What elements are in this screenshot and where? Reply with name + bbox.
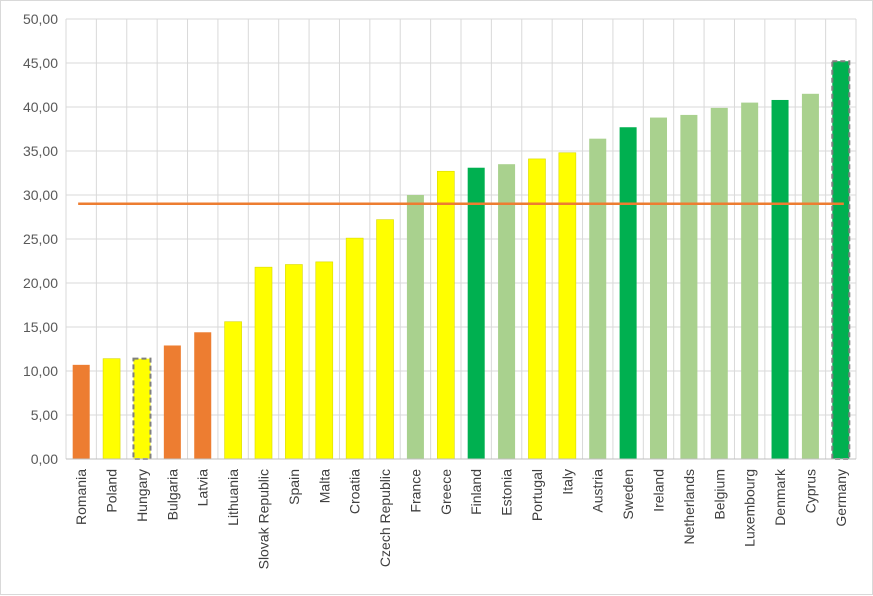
bar-belgium xyxy=(710,107,728,459)
x-tick-label: Romania xyxy=(73,469,89,525)
x-tick-label: Bulgaria xyxy=(164,469,180,521)
bar-italy xyxy=(558,152,577,460)
y-tick-label: 30,00 xyxy=(23,187,58,203)
x-tick-label: Czech Republic xyxy=(377,469,393,567)
y-tick-label: 35,00 xyxy=(23,143,58,159)
x-axis: Romania Poland Hungary Bulgaria Latvia Lithua… xyxy=(66,458,856,569)
bar-netherlands xyxy=(680,114,698,460)
bars xyxy=(72,60,851,461)
bar-bulgaria xyxy=(163,345,181,459)
bar-sweden xyxy=(619,127,637,460)
x-tick-label: Denmark xyxy=(772,468,788,526)
x-tick-label: Hungary xyxy=(134,469,150,522)
x-tick-label: Malta xyxy=(316,469,332,503)
y-tick-label: 50,00 xyxy=(23,11,58,27)
bar-ireland xyxy=(649,117,668,459)
x-tick-label: Spain xyxy=(286,469,302,505)
bar-france xyxy=(406,195,424,459)
x-tick-label: Portugal xyxy=(529,469,545,521)
bar-cyprus xyxy=(801,93,819,460)
bar-austria xyxy=(589,138,607,459)
bar-czech-republic xyxy=(376,219,394,460)
y-tick-label: 10,00 xyxy=(23,363,58,379)
x-tick-label: Finland xyxy=(468,469,484,515)
bar-estonia xyxy=(498,164,516,459)
bar-denmark xyxy=(771,99,789,460)
x-tick-label: Lithuania xyxy=(225,469,241,526)
x-tick-label: Belgium xyxy=(711,469,727,520)
x-tick-label: Luxembourg xyxy=(742,469,758,547)
x-tick-label: Ireland xyxy=(651,469,667,512)
x-tick-label: Croatia xyxy=(347,469,363,514)
gridlines xyxy=(65,18,857,460)
x-tick-label: France xyxy=(407,469,423,513)
x-tick-label: Poland xyxy=(104,469,120,513)
bar-lithuania xyxy=(224,321,242,460)
x-tick-label: Netherlands xyxy=(681,469,697,545)
y-axis: 0,00 5,00 10,00 15,00 20,00 25,00 30,00 35,00 40… xyxy=(23,11,58,467)
x-tick-label: Slovak Republic xyxy=(256,469,272,569)
bar-croatia xyxy=(345,237,364,460)
bar-poland xyxy=(102,358,121,460)
bar-greece xyxy=(436,170,455,460)
bar-luxembourg xyxy=(741,102,759,459)
bar-spain xyxy=(285,264,303,460)
y-tick-label: 15,00 xyxy=(23,319,58,335)
x-tick-label: Cyprus xyxy=(802,469,818,513)
bar-latvia xyxy=(194,332,212,459)
y-tick-label: 45,00 xyxy=(23,55,58,71)
x-tick-label: Austria xyxy=(590,469,606,513)
bar-malta xyxy=(315,261,334,460)
y-tick-label: 20,00 xyxy=(23,275,58,291)
bar-romania xyxy=(72,364,90,459)
x-tick-label: Germany xyxy=(833,469,849,527)
x-tick-label: Latvia xyxy=(195,469,211,507)
y-tick-label: 0,00 xyxy=(31,451,58,467)
x-tick-label: Estonia xyxy=(499,469,515,516)
y-tick-label: 25,00 xyxy=(23,231,58,247)
bar-finland xyxy=(467,167,485,459)
y-tick-label: 5,00 xyxy=(31,407,58,423)
x-tick-label: Greece xyxy=(438,469,454,515)
x-tick-label: Sweden xyxy=(620,469,636,520)
bar-slovak-republic xyxy=(254,266,273,460)
bar-hungary xyxy=(132,357,152,460)
y-tick-label: 40,00 xyxy=(23,99,58,115)
x-tick-label: Italy xyxy=(559,469,575,495)
bar-germany xyxy=(831,60,851,461)
